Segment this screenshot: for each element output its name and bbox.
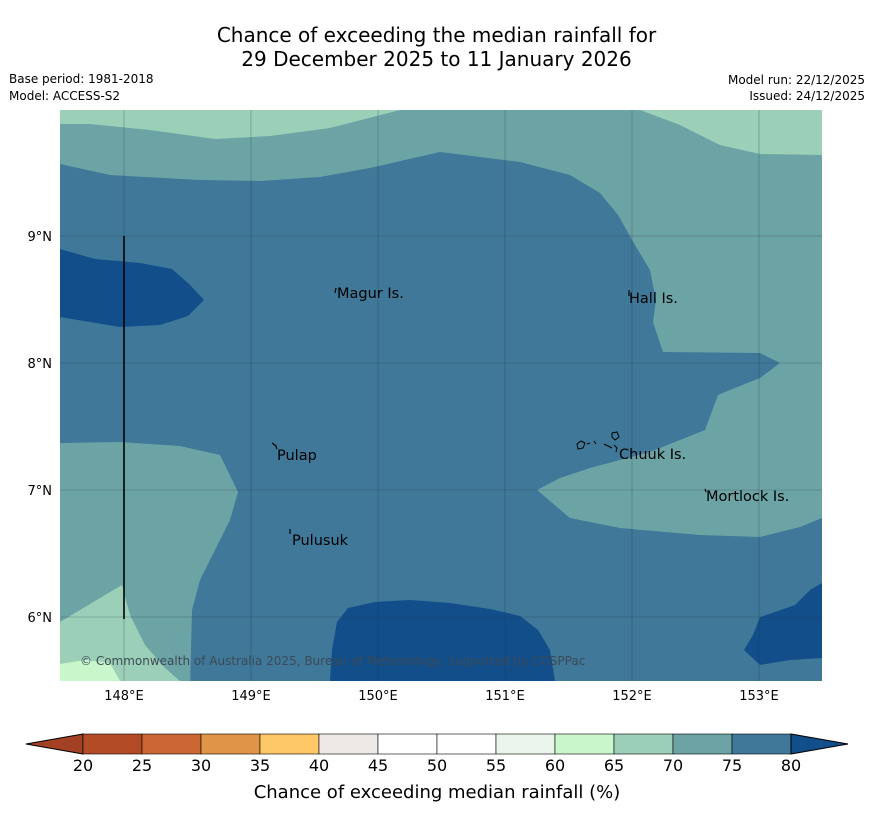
colorbar-segment: [82, 733, 143, 755]
colorbar-tick-label: 25: [132, 756, 152, 775]
band-60-65: [60, 660, 120, 681]
colorbar-segment: [200, 733, 261, 755]
title-line-1: Chance of exceeding the median rainfall …: [216, 23, 657, 47]
lat-label: 9°N: [28, 230, 53, 245]
island-shapes: [271, 287, 707, 534]
band-65-70-top: [60, 110, 822, 155]
colorbar-tick-label: 60: [545, 756, 565, 775]
lat-label: 6°N: [28, 611, 53, 626]
colorbar-segment: [554, 733, 615, 755]
lon-label: 151°E: [485, 689, 525, 704]
band-75-80: [60, 152, 822, 681]
model-run: Model run: 22/12/2025: [727, 73, 865, 87]
colorbar-tick-label: 75: [722, 756, 742, 775]
place-label: Chuuk Is.: [619, 447, 686, 463]
place-label: Magur Is.: [337, 286, 404, 302]
chuuk-islands-shape: [576, 431, 620, 453]
place-label: Hall Is.: [629, 291, 678, 307]
lat-label: 7°N: [28, 484, 53, 499]
pulap-island-shape: [271, 442, 278, 450]
band-above-80-left: [60, 249, 204, 327]
issued-date: Issued: 24/12/2025: [749, 89, 865, 103]
colorbar-tick-label: 30: [191, 756, 211, 775]
colorbar-tick-label: 65: [604, 756, 624, 775]
colorbar-tick-label: 40: [309, 756, 329, 775]
mortlock-island-shape: [704, 488, 707, 493]
colorbar-segment: [613, 733, 674, 755]
colorbar-tick-label: 70: [663, 756, 683, 775]
lat-label: 8°N: [28, 357, 53, 372]
colorbar-segment: [141, 733, 202, 755]
colorbar-segment: [495, 733, 556, 755]
base-period: Base period: 1981-2018: [9, 72, 154, 86]
colorbar-tick-label: 20: [73, 756, 93, 775]
colorbar-segment: [672, 733, 733, 755]
band-above-80-right: [744, 583, 822, 665]
colorbar-tick-label: 55: [486, 756, 506, 775]
colorbar-tick-label: 45: [368, 756, 388, 775]
place-label: Pulusuk: [292, 533, 349, 549]
band-above-80-bottom: [330, 600, 555, 681]
colorbar-tick-label: 80: [781, 756, 801, 775]
colorbar-segment: [731, 733, 792, 755]
place-label: Pulap: [277, 448, 317, 464]
model-name: Model: ACCESS-S2: [9, 89, 121, 103]
colorbar-segment: [259, 733, 320, 755]
colorbar-title: Chance of exceeding median rainfall (%): [254, 782, 621, 803]
place-label: Mortlock Is.: [706, 489, 789, 505]
magur-island-shape: [334, 287, 337, 294]
band-65-70-left: [60, 585, 180, 681]
title-line-2: 29 December 2025 to 11 January 2026: [241, 47, 632, 71]
colorbar-extend-high: [790, 733, 849, 755]
map-area: Magur Is. Hall Is. Pulap Chuuk Is. Mortl…: [60, 110, 822, 681]
copyright-credit: © Commonwealth of Australia 2025, Bureau…: [80, 654, 585, 668]
colorbar-segment: [436, 733, 497, 755]
colorbar-tick-label: 50: [427, 756, 447, 775]
colorbar-segment: [318, 733, 379, 755]
lon-label: 153°E: [739, 689, 779, 704]
colorbar-segment: [377, 733, 438, 755]
lon-label: 152°E: [612, 689, 652, 704]
colorbar: 20 25 30 35 40 45 50 55 60 65 70 75 80: [25, 733, 849, 775]
lon-label: 150°E: [358, 689, 398, 704]
lon-label: 149°E: [231, 689, 271, 704]
colorbar-tick-label: 35: [250, 756, 270, 775]
colorbar-extend-low: [25, 733, 84, 755]
lon-label: 148°E: [104, 689, 144, 704]
